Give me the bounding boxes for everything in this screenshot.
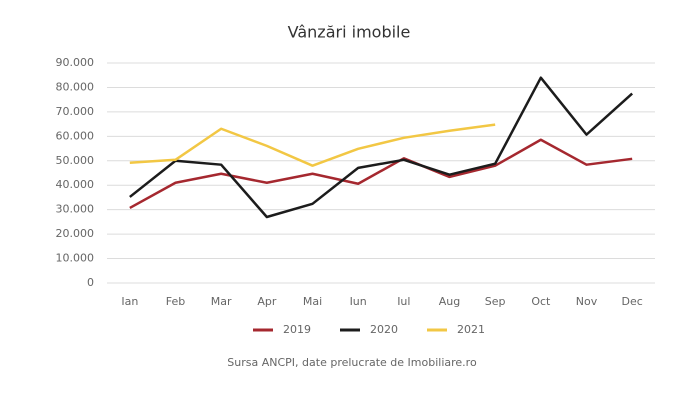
y-tick-label: 90.000 — [56, 56, 95, 69]
y-tick-label: 0 — [87, 276, 94, 289]
x-tick-label: Sep — [485, 295, 506, 308]
y-tick-label: 40.000 — [56, 178, 95, 191]
y-tick-label: 70.000 — [56, 105, 95, 118]
x-tick-label: Nov — [576, 295, 598, 308]
x-tick-label: Feb — [166, 295, 185, 308]
y-tick-label: 20.000 — [56, 227, 95, 240]
legend-label: 2021 — [457, 323, 485, 336]
x-tick-label: Apr — [257, 295, 277, 308]
y-tick-label: 10.000 — [56, 252, 95, 265]
legend-label: 2019 — [283, 323, 311, 336]
y-tick-label: 50.000 — [56, 154, 95, 167]
series-line — [129, 138, 633, 210]
series-line — [129, 76, 634, 219]
x-tick-label: Iul — [397, 295, 410, 308]
x-tick-label: Aug — [439, 295, 460, 308]
chart-title: Vânzări imobile — [288, 23, 411, 42]
series-line — [129, 123, 496, 167]
x-tick-label: Ian — [121, 295, 138, 308]
y-tick-label: 30.000 — [56, 203, 95, 216]
legend-label: 2020 — [370, 323, 398, 336]
x-tick-label: Oct — [531, 295, 551, 308]
source-note: Sursa ANCPI, date prelucrate de Imobilia… — [227, 356, 477, 369]
x-tick-label: Dec — [622, 295, 643, 308]
y-tick-label: 80.000 — [56, 80, 95, 93]
x-tick-label: Mar — [211, 295, 232, 308]
x-tick-label: Mai — [303, 295, 322, 308]
x-tick-label: Iun — [350, 295, 367, 308]
y-tick-label: 60.000 — [56, 129, 95, 142]
